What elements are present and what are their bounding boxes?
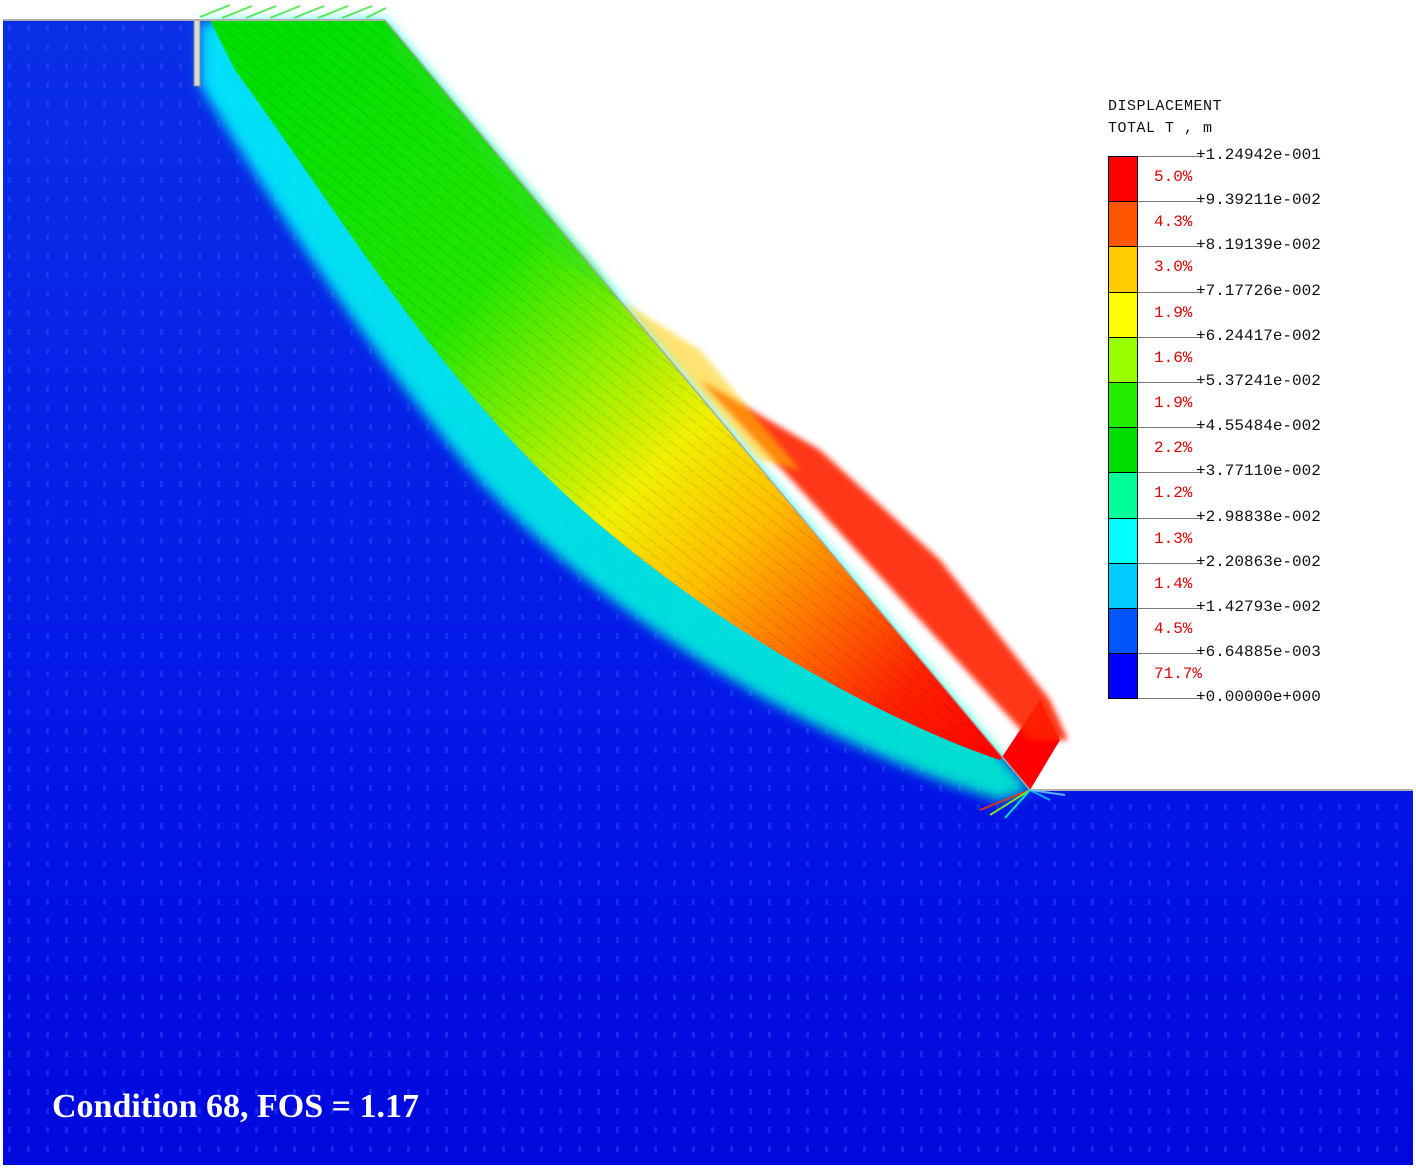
colorbar-level-label: +3.77110e-002 bbox=[1196, 462, 1321, 481]
colorbar-tick bbox=[1138, 472, 1203, 474]
colorbar-swatch bbox=[1108, 336, 1138, 383]
displacement-legend: DISPLACEMENT TOTAL T , m 5.0% 4.3% 3.0% 1.9… bbox=[1108, 96, 1408, 705]
colorbar-tick bbox=[1138, 653, 1203, 655]
colorbar-level-label: +0.00000e+000 bbox=[1196, 688, 1321, 707]
band-percent: 3.0% bbox=[1154, 258, 1193, 277]
colorbar-level-label: +6.24417e-002 bbox=[1196, 326, 1321, 345]
toe-arrows bbox=[979, 789, 1066, 819]
colorbar-swatch bbox=[1108, 427, 1138, 474]
band-percent: 1.4% bbox=[1154, 574, 1193, 593]
colorbar-tick bbox=[1138, 562, 1203, 564]
colorbar-level-label: +7.17726e-002 bbox=[1196, 281, 1321, 300]
band-percent: 1.9% bbox=[1154, 303, 1193, 322]
colorbar-level-label: +2.98838e-002 bbox=[1196, 507, 1321, 526]
colorbar-swatch bbox=[1108, 653, 1138, 700]
legend-subtitle: TOTAL T , m bbox=[1108, 120, 1213, 137]
colorbar-level-label: +5.37241e-002 bbox=[1196, 372, 1321, 390]
band-percent: 4.5% bbox=[1154, 620, 1193, 638]
band-percent: 1.3% bbox=[1154, 529, 1193, 548]
band-percent: 4.3% bbox=[1154, 213, 1193, 232]
colorbar-swatch bbox=[1108, 517, 1138, 564]
colorbar-tick bbox=[1138, 698, 1203, 700]
colorbar-level-label: +1.42793e-002 bbox=[1196, 598, 1321, 616]
colorbar-level-label: +4.55484e-002 bbox=[1196, 417, 1321, 436]
band-percent: 1.6% bbox=[1154, 348, 1193, 367]
colorbar-tick bbox=[1138, 246, 1203, 248]
colorbar-level-label: +6.64885e-003 bbox=[1196, 643, 1321, 662]
colorbar-tick bbox=[1138, 201, 1203, 203]
surface-arrows-lower bbox=[700, 380, 1068, 740]
colorbar-swatch bbox=[1108, 472, 1138, 519]
colorbar-level-label: +9.39211e-002 bbox=[1196, 191, 1321, 210]
wall-element bbox=[193, 19, 201, 87]
condition-fos-caption: Condition 68, FOS = 1.17 bbox=[52, 1088, 419, 1125]
colorbar-swatch bbox=[1108, 291, 1138, 338]
colorbar-swatch bbox=[1108, 156, 1138, 203]
colorbar-swatch bbox=[1108, 562, 1138, 609]
crest-arrows bbox=[199, 4, 387, 19]
colorbar-tick bbox=[1138, 382, 1203, 383]
band-percent: 2.2% bbox=[1154, 439, 1193, 458]
legend-title: DISPLACEMENT bbox=[1108, 98, 1223, 115]
colorbar-tick bbox=[1138, 336, 1203, 338]
colorbar-level-label: +8.19139e-002 bbox=[1196, 236, 1321, 255]
colorbar-tick bbox=[1138, 156, 1203, 157]
band-percent: 71.7% bbox=[1154, 665, 1203, 684]
colorbar-swatch bbox=[1108, 382, 1138, 429]
colorbar-swatch bbox=[1108, 201, 1138, 248]
band-percent: 1.2% bbox=[1154, 484, 1193, 503]
colorbar-tick bbox=[1138, 291, 1203, 293]
colorbar-level-label: +2.20863e-002 bbox=[1196, 552, 1321, 571]
band-percent: 5.0% bbox=[1154, 168, 1193, 186]
colorbar-level-label: +1.24942e-001 bbox=[1196, 146, 1321, 164]
colorbar-swatch bbox=[1108, 246, 1138, 293]
colorbar-tick bbox=[1138, 608, 1203, 609]
colorbar-swatch bbox=[1108, 608, 1138, 655]
colorbar-tick bbox=[1138, 427, 1203, 429]
band-percent: 1.9% bbox=[1154, 394, 1193, 412]
colorbar-tick bbox=[1138, 517, 1203, 519]
